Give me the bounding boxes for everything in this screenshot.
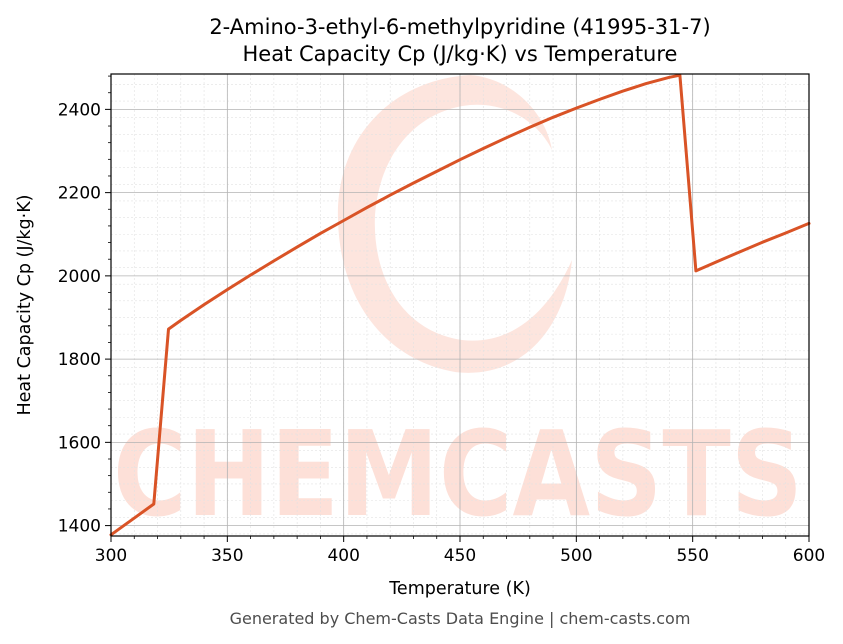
x-axis-label: Temperature (K) [388, 579, 531, 599]
y-tick-label: 1800 [58, 350, 101, 370]
x-tick-label: 350 [211, 546, 243, 566]
watermark-text: CHEMCASTS [113, 405, 803, 543]
y-axis-ticks: 1400 1600 1800 2000 2200 2400 [58, 75, 111, 537]
y-tick-label: 1600 [58, 433, 101, 453]
y-tick-label: 2000 [58, 267, 101, 287]
chart-title-line-1: 2-Amino-3-ethyl-6-methylpyridine (41995-… [209, 15, 710, 39]
chemcasts-watermark: CHEMCASTS [113, 75, 803, 543]
x-tick-label: 600 [793, 546, 825, 566]
x-axis-ticks: 300 350 400 450 500 550 600 [95, 536, 825, 566]
series-layer [109, 73, 811, 537]
chart-title-line-2: Heat Capacity Cp (J/kg·K) vs Temperature [243, 42, 678, 66]
x-tick-label: 400 [327, 546, 359, 566]
footer-credit: Generated by Chem-Casts Data Engine | ch… [230, 609, 691, 628]
cp-series-line [109, 73, 811, 537]
x-tick-label: 300 [95, 546, 127, 566]
x-tick-label: 550 [676, 546, 708, 566]
x-tick-label: 500 [560, 546, 592, 566]
y-axis-label: Heat Capacity Cp (J/kg·K) [15, 195, 35, 416]
y-tick-label: 2400 [58, 100, 101, 120]
y-tick-label: 2200 [58, 184, 101, 204]
x-tick-label: 450 [444, 546, 476, 566]
watermark-logo-swirl [337, 75, 572, 373]
y-tick-label: 1400 [58, 517, 101, 537]
